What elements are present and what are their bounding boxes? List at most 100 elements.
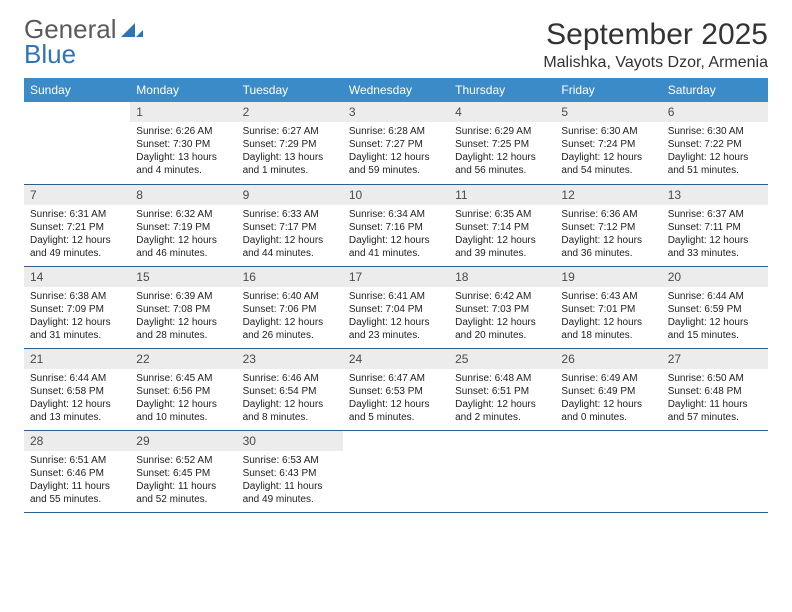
sunrise-text: Sunrise: 6:37 AM xyxy=(668,208,762,221)
day-cell: 27Sunrise: 6:50 AMSunset: 6:48 PMDayligh… xyxy=(662,348,768,430)
daylight-text: Daylight: 13 hours and 1 minutes. xyxy=(243,151,337,177)
day-number: 17 xyxy=(343,267,449,287)
day-cell: 21Sunrise: 6:44 AMSunset: 6:58 PMDayligh… xyxy=(24,348,130,430)
day-body: Sunrise: 6:30 AMSunset: 7:24 PMDaylight:… xyxy=(555,122,661,181)
day-cell: 26Sunrise: 6:49 AMSunset: 6:49 PMDayligh… xyxy=(555,348,661,430)
sunrise-text: Sunrise: 6:52 AM xyxy=(136,454,230,467)
daylight-text: Daylight: 12 hours and 0 minutes. xyxy=(561,398,655,424)
day-body: Sunrise: 6:48 AMSunset: 6:51 PMDaylight:… xyxy=(449,369,555,428)
sunset-text: Sunset: 7:24 PM xyxy=(561,138,655,151)
day-number: 14 xyxy=(24,267,130,287)
day-number xyxy=(24,102,130,122)
day-number: 12 xyxy=(555,185,661,205)
day-body: Sunrise: 6:26 AMSunset: 7:30 PMDaylight:… xyxy=(130,122,236,181)
sunset-text: Sunset: 7:14 PM xyxy=(455,221,549,234)
day-cell: 11Sunrise: 6:35 AMSunset: 7:14 PMDayligh… xyxy=(449,184,555,266)
day-cell: 25Sunrise: 6:48 AMSunset: 6:51 PMDayligh… xyxy=(449,348,555,430)
sunrise-text: Sunrise: 6:26 AM xyxy=(136,125,230,138)
day-cell: 8Sunrise: 6:32 AMSunset: 7:19 PMDaylight… xyxy=(130,184,236,266)
day-number: 2 xyxy=(237,102,343,122)
week-row: 7Sunrise: 6:31 AMSunset: 7:21 PMDaylight… xyxy=(24,184,768,266)
daylight-text: Daylight: 12 hours and 31 minutes. xyxy=(30,316,124,342)
day-number: 6 xyxy=(662,102,768,122)
day-cell: 18Sunrise: 6:42 AMSunset: 7:03 PMDayligh… xyxy=(449,266,555,348)
sunset-text: Sunset: 7:30 PM xyxy=(136,138,230,151)
daylight-text: Daylight: 12 hours and 23 minutes. xyxy=(349,316,443,342)
day-cell: 4Sunrise: 6:29 AMSunset: 7:25 PMDaylight… xyxy=(449,102,555,184)
sunrise-text: Sunrise: 6:32 AM xyxy=(136,208,230,221)
sunset-text: Sunset: 7:04 PM xyxy=(349,303,443,316)
daylight-text: Daylight: 12 hours and 18 minutes. xyxy=(561,316,655,342)
week-row: 21Sunrise: 6:44 AMSunset: 6:58 PMDayligh… xyxy=(24,348,768,430)
sunrise-text: Sunrise: 6:29 AM xyxy=(455,125,549,138)
day-cell: 2Sunrise: 6:27 AMSunset: 7:29 PMDaylight… xyxy=(237,102,343,184)
dow-monday: Monday xyxy=(130,78,236,102)
day-body: Sunrise: 6:51 AMSunset: 6:46 PMDaylight:… xyxy=(24,451,130,510)
day-body: Sunrise: 6:42 AMSunset: 7:03 PMDaylight:… xyxy=(449,287,555,346)
day-cell: 7Sunrise: 6:31 AMSunset: 7:21 PMDaylight… xyxy=(24,184,130,266)
day-body: Sunrise: 6:46 AMSunset: 6:54 PMDaylight:… xyxy=(237,369,343,428)
day-number: 26 xyxy=(555,349,661,369)
day-cell: 30Sunrise: 6:53 AMSunset: 6:43 PMDayligh… xyxy=(237,430,343,512)
day-number xyxy=(662,431,768,451)
day-cell: 22Sunrise: 6:45 AMSunset: 6:56 PMDayligh… xyxy=(130,348,236,430)
day-cell: 9Sunrise: 6:33 AMSunset: 7:17 PMDaylight… xyxy=(237,184,343,266)
day-cell: 6Sunrise: 6:30 AMSunset: 7:22 PMDaylight… xyxy=(662,102,768,184)
sunrise-text: Sunrise: 6:44 AM xyxy=(30,372,124,385)
day-number: 24 xyxy=(343,349,449,369)
day-number: 10 xyxy=(343,185,449,205)
sunset-text: Sunset: 7:27 PM xyxy=(349,138,443,151)
day-cell: 17Sunrise: 6:41 AMSunset: 7:04 PMDayligh… xyxy=(343,266,449,348)
sunset-text: Sunset: 6:45 PM xyxy=(136,467,230,480)
day-cell: 15Sunrise: 6:39 AMSunset: 7:08 PMDayligh… xyxy=(130,266,236,348)
sunset-text: Sunset: 6:48 PM xyxy=(668,385,762,398)
sunrise-text: Sunrise: 6:53 AM xyxy=(243,454,337,467)
day-number: 13 xyxy=(662,185,768,205)
sunset-text: Sunset: 7:16 PM xyxy=(349,221,443,234)
sunset-text: Sunset: 7:12 PM xyxy=(561,221,655,234)
day-number: 23 xyxy=(237,349,343,369)
dow-row: Sunday Monday Tuesday Wednesday Thursday… xyxy=(24,78,768,102)
sunrise-text: Sunrise: 6:40 AM xyxy=(243,290,337,303)
daylight-text: Daylight: 11 hours and 57 minutes. xyxy=(668,398,762,424)
sunrise-text: Sunrise: 6:28 AM xyxy=(349,125,443,138)
daylight-text: Daylight: 12 hours and 51 minutes. xyxy=(668,151,762,177)
day-cell: 5Sunrise: 6:30 AMSunset: 7:24 PMDaylight… xyxy=(555,102,661,184)
sunset-text: Sunset: 6:54 PM xyxy=(243,385,337,398)
daylight-text: Daylight: 12 hours and 56 minutes. xyxy=(455,151,549,177)
dow-saturday: Saturday xyxy=(662,78,768,102)
sunset-text: Sunset: 6:46 PM xyxy=(30,467,124,480)
page-header: General Blue September 2025 Malishka, Va… xyxy=(24,18,768,72)
daylight-text: Daylight: 12 hours and 28 minutes. xyxy=(136,316,230,342)
day-number: 7 xyxy=(24,185,130,205)
day-number: 18 xyxy=(449,267,555,287)
brand-text: General Blue xyxy=(24,18,143,66)
daylight-text: Daylight: 12 hours and 13 minutes. xyxy=(30,398,124,424)
day-number: 4 xyxy=(449,102,555,122)
daylight-text: Daylight: 12 hours and 2 minutes. xyxy=(455,398,549,424)
day-number: 16 xyxy=(237,267,343,287)
day-cell: 1Sunrise: 6:26 AMSunset: 7:30 PMDaylight… xyxy=(130,102,236,184)
sunrise-text: Sunrise: 6:31 AM xyxy=(30,208,124,221)
day-body: Sunrise: 6:36 AMSunset: 7:12 PMDaylight:… xyxy=(555,205,661,264)
day-cell xyxy=(555,430,661,512)
sunset-text: Sunset: 7:17 PM xyxy=(243,221,337,234)
day-cell xyxy=(24,102,130,184)
sunset-text: Sunset: 6:49 PM xyxy=(561,385,655,398)
day-number: 22 xyxy=(130,349,236,369)
location-subtitle: Malishka, Vayots Dzor, Armenia xyxy=(543,54,768,72)
brand-sail-icon xyxy=(121,15,143,45)
day-body: Sunrise: 6:41 AMSunset: 7:04 PMDaylight:… xyxy=(343,287,449,346)
day-body: Sunrise: 6:44 AMSunset: 6:59 PMDaylight:… xyxy=(662,287,768,346)
daylight-text: Daylight: 12 hours and 46 minutes. xyxy=(136,234,230,260)
sunrise-text: Sunrise: 6:30 AM xyxy=(668,125,762,138)
day-body: Sunrise: 6:27 AMSunset: 7:29 PMDaylight:… xyxy=(237,122,343,181)
dow-friday: Friday xyxy=(555,78,661,102)
daylight-text: Daylight: 12 hours and 39 minutes. xyxy=(455,234,549,260)
sunrise-text: Sunrise: 6:30 AM xyxy=(561,125,655,138)
dow-tuesday: Tuesday xyxy=(237,78,343,102)
sunset-text: Sunset: 7:29 PM xyxy=(243,138,337,151)
day-cell: 13Sunrise: 6:37 AMSunset: 7:11 PMDayligh… xyxy=(662,184,768,266)
daylight-text: Daylight: 12 hours and 44 minutes. xyxy=(243,234,337,260)
daylight-text: Daylight: 11 hours and 49 minutes. xyxy=(243,480,337,506)
